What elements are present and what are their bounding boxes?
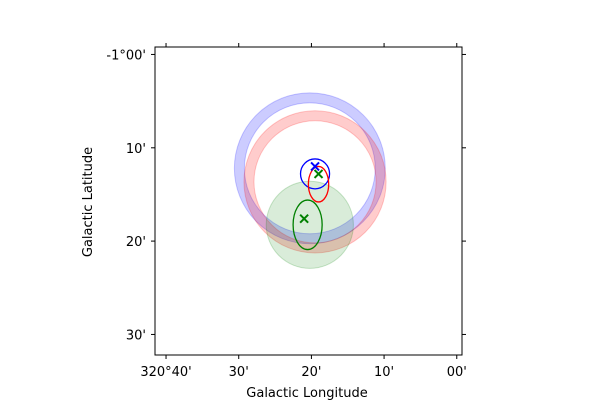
disk-region-2: [265, 180, 354, 269]
x-marker-stroke: [310, 161, 320, 172]
x-tick-label: 20': [301, 365, 321, 380]
x-axis-ticks: 320°40' 30' 20' 10' 00': [140, 43, 467, 380]
x-marker-point-0: [310, 161, 320, 172]
y-axis-label: Galactic Latitude: [81, 147, 96, 257]
x-marker-point-2: [299, 213, 309, 224]
x-marker-stroke: [299, 213, 309, 224]
y-tick-label: 30': [126, 328, 146, 343]
y-tick-label: -1°00': [106, 48, 146, 63]
y-tick-label: 20': [126, 235, 146, 250]
region-shapes: [233, 92, 387, 269]
point-markers: [299, 161, 324, 224]
x-marker-point-1: [313, 169, 324, 179]
error-ellipse-3: [299, 158, 331, 190]
y-tick-label: 10': [126, 142, 146, 157]
annulus-region-1: [243, 110, 387, 254]
error-ellipse-4: [307, 165, 330, 203]
plot-frame: [154, 46, 463, 356]
x-tick-label: 30': [229, 365, 249, 380]
x-tick-label: 00': [447, 365, 467, 380]
plot-background: [155, 47, 462, 355]
y-axis-ticks: -1°00' 10' 20' 30': [106, 48, 466, 343]
x-tick-label: 320°40': [140, 365, 191, 380]
annulus-region-0: [233, 92, 386, 245]
x-tick-label: 10': [374, 365, 394, 380]
x-marker-stroke: [313, 169, 324, 179]
error-ellipse-5: [292, 199, 323, 251]
x-axis-label: Galactic Longitude: [246, 386, 367, 400]
